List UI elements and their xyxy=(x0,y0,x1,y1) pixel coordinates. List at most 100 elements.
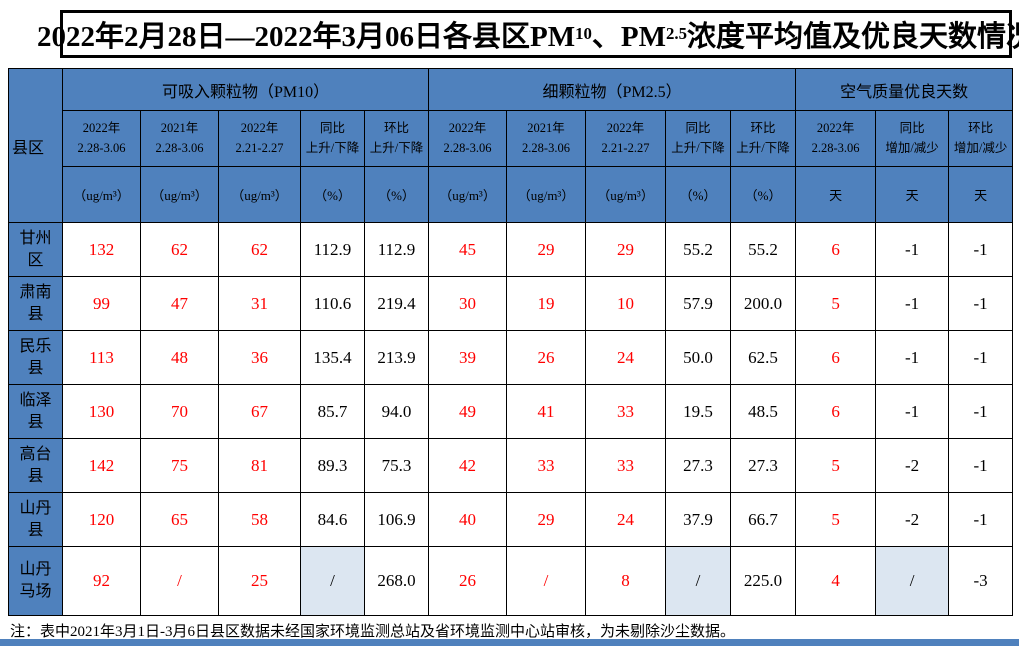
col-header: 2022年 2.28-3.06 xyxy=(62,110,141,167)
column-header-row: 2022年 2.28-3.06 2021年 2.28-3.06 2022年 2.21-… xyxy=(9,110,1014,167)
value-cell: / xyxy=(140,546,219,616)
value-cell: -1 xyxy=(948,492,1014,547)
table-row: 肃南县 99 47 31 110.6 219.4 30 19 10 57.9 200.0 5 -1 -1 xyxy=(8,276,1014,331)
unit-cell: （ug/m³） xyxy=(140,166,219,223)
value-cell: / xyxy=(875,546,950,616)
value-cell: 5 xyxy=(795,438,877,493)
value-cell: 29 xyxy=(585,222,667,277)
value-cell: 8 xyxy=(585,546,667,616)
district-name: 肃南县 xyxy=(8,276,63,331)
value-cell: 24 xyxy=(585,492,667,547)
value-cell: 81 xyxy=(218,438,301,493)
value-cell: 30 xyxy=(428,276,508,331)
value-cell: 40 xyxy=(428,492,508,547)
value-cell: 41 xyxy=(506,384,587,439)
value-cell: -1 xyxy=(875,276,950,331)
value-cell: -1 xyxy=(948,384,1014,439)
value-cell: 31 xyxy=(218,276,301,331)
value-cell: 50.0 xyxy=(665,330,732,385)
value-cell: 58 xyxy=(218,492,301,547)
value-cell: 75.3 xyxy=(363,438,430,493)
group-header-pm10: 可吸入颗粒物（PM10） xyxy=(61,68,430,111)
value-cell: 24 xyxy=(585,330,667,385)
value-cell: 219.4 xyxy=(363,276,430,331)
value-cell: 113 xyxy=(62,330,141,385)
col-header: 2022年 2.21-2.27 xyxy=(585,110,667,167)
page-title: 2022年2月28日—2022年3月06日各县区PM 10 、PM 2.5 浓度平均值及… xyxy=(37,10,1019,58)
value-cell: -2 xyxy=(875,492,950,547)
value-cell: 49 xyxy=(428,384,508,439)
value-cell: 75 xyxy=(140,438,219,493)
value-cell: 26 xyxy=(506,330,587,385)
value-cell: 66.7 xyxy=(730,492,797,547)
value-cell: 62 xyxy=(140,222,219,277)
table-body: 甘州区 132 62 62 112.9 112.9 45 29 29 55.2 55.2 6 -1 -1 肃… xyxy=(8,222,1014,616)
unit-cell: （ug/m³） xyxy=(428,166,508,223)
value-cell: -1 xyxy=(948,222,1014,277)
col-header: 同比 增加/减少 xyxy=(875,110,950,167)
table-row: 临泽县 130 70 67 85.7 94.0 49 41 33 19.5 48.5 6 -1 -1 xyxy=(8,384,1014,439)
value-cell: / xyxy=(665,546,732,616)
unit-cell: 天 xyxy=(795,166,877,223)
value-cell: 26 xyxy=(428,546,508,616)
value-cell: 213.9 xyxy=(363,330,430,385)
col-header: 环比 上升/下降 xyxy=(730,110,797,167)
value-cell: 29 xyxy=(506,222,587,277)
value-cell: -1 xyxy=(875,384,950,439)
corner-cell-district: 县区 xyxy=(8,68,63,223)
district-name: 甘州区 xyxy=(8,222,63,277)
value-cell: 48.5 xyxy=(730,384,797,439)
value-cell: 19 xyxy=(506,276,587,331)
value-cell: -1 xyxy=(875,330,950,385)
unit-cell: （ug/m³） xyxy=(585,166,667,223)
value-cell: 268.0 xyxy=(363,546,430,616)
value-cell: 5 xyxy=(795,492,877,547)
value-cell: -1 xyxy=(875,222,950,277)
value-cell: 42 xyxy=(428,438,508,493)
value-cell: 85.7 xyxy=(300,384,365,439)
unit-cell: （ug/m³） xyxy=(506,166,587,223)
col-header: 2022年 2.21-2.27 xyxy=(218,110,301,167)
value-cell: 92 xyxy=(62,546,141,616)
footnote: 注：表中2021年3月1日-3月6日县区数据未经国家环境监测总站及省环境监测中心… xyxy=(10,624,735,640)
unit-cell: 天 xyxy=(948,166,1014,223)
unit-cell: （%） xyxy=(730,166,797,223)
unit-cell: 天 xyxy=(875,166,950,223)
value-cell: -3 xyxy=(948,546,1014,616)
value-cell: 55.2 xyxy=(730,222,797,277)
value-cell: 6 xyxy=(795,222,877,277)
table-row: 高台县 142 75 81 89.3 75.3 42 33 33 27.3 27.3 5 -2 -1 xyxy=(8,438,1014,493)
value-cell: 27.3 xyxy=(665,438,732,493)
value-cell: 112.9 xyxy=(363,222,430,277)
group-header-good-days: 空气质量优良天数 xyxy=(795,68,1014,111)
col-header: 同比 上升/下降 xyxy=(665,110,732,167)
value-cell: 19.5 xyxy=(665,384,732,439)
col-header: 环比 增加/减少 xyxy=(948,110,1014,167)
unit-row: （ug/m³） （ug/m³） （ug/m³） （%） （%） （ug/m³） … xyxy=(9,166,1014,223)
value-cell: 6 xyxy=(795,384,877,439)
col-header: 2021年 2.28-3.06 xyxy=(506,110,587,167)
value-cell: 70 xyxy=(140,384,219,439)
district-name: 临泽县 xyxy=(8,384,63,439)
value-cell: 62.5 xyxy=(730,330,797,385)
value-cell: 47 xyxy=(140,276,219,331)
value-cell: 225.0 xyxy=(730,546,797,616)
value-cell: 135.4 xyxy=(300,330,365,385)
value-cell: 67 xyxy=(218,384,301,439)
value-cell: 112.9 xyxy=(300,222,365,277)
col-header: 2022年 2.28-3.06 xyxy=(795,110,877,167)
value-cell: 57.9 xyxy=(665,276,732,331)
value-cell: 55.2 xyxy=(665,222,732,277)
value-cell: / xyxy=(300,546,365,616)
value-cell: 48 xyxy=(140,330,219,385)
data-table: 县区 可吸入颗粒物（PM10） 细颗粒物（PM2.5） 空气质量优良天数 202… xyxy=(8,68,1014,616)
value-cell: 62 xyxy=(218,222,301,277)
value-cell: 29 xyxy=(506,492,587,547)
value-cell: 94.0 xyxy=(363,384,430,439)
table-row: 民乐县 113 48 36 135.4 213.9 39 26 24 50.0 62.5 6 -1 -1 xyxy=(8,330,1014,385)
value-cell: 84.6 xyxy=(300,492,365,547)
unit-cell: （%） xyxy=(300,166,365,223)
value-cell: 142 xyxy=(62,438,141,493)
col-header: 同比 上升/下降 xyxy=(300,110,365,167)
col-header: 环比 上升/下降 xyxy=(363,110,430,167)
